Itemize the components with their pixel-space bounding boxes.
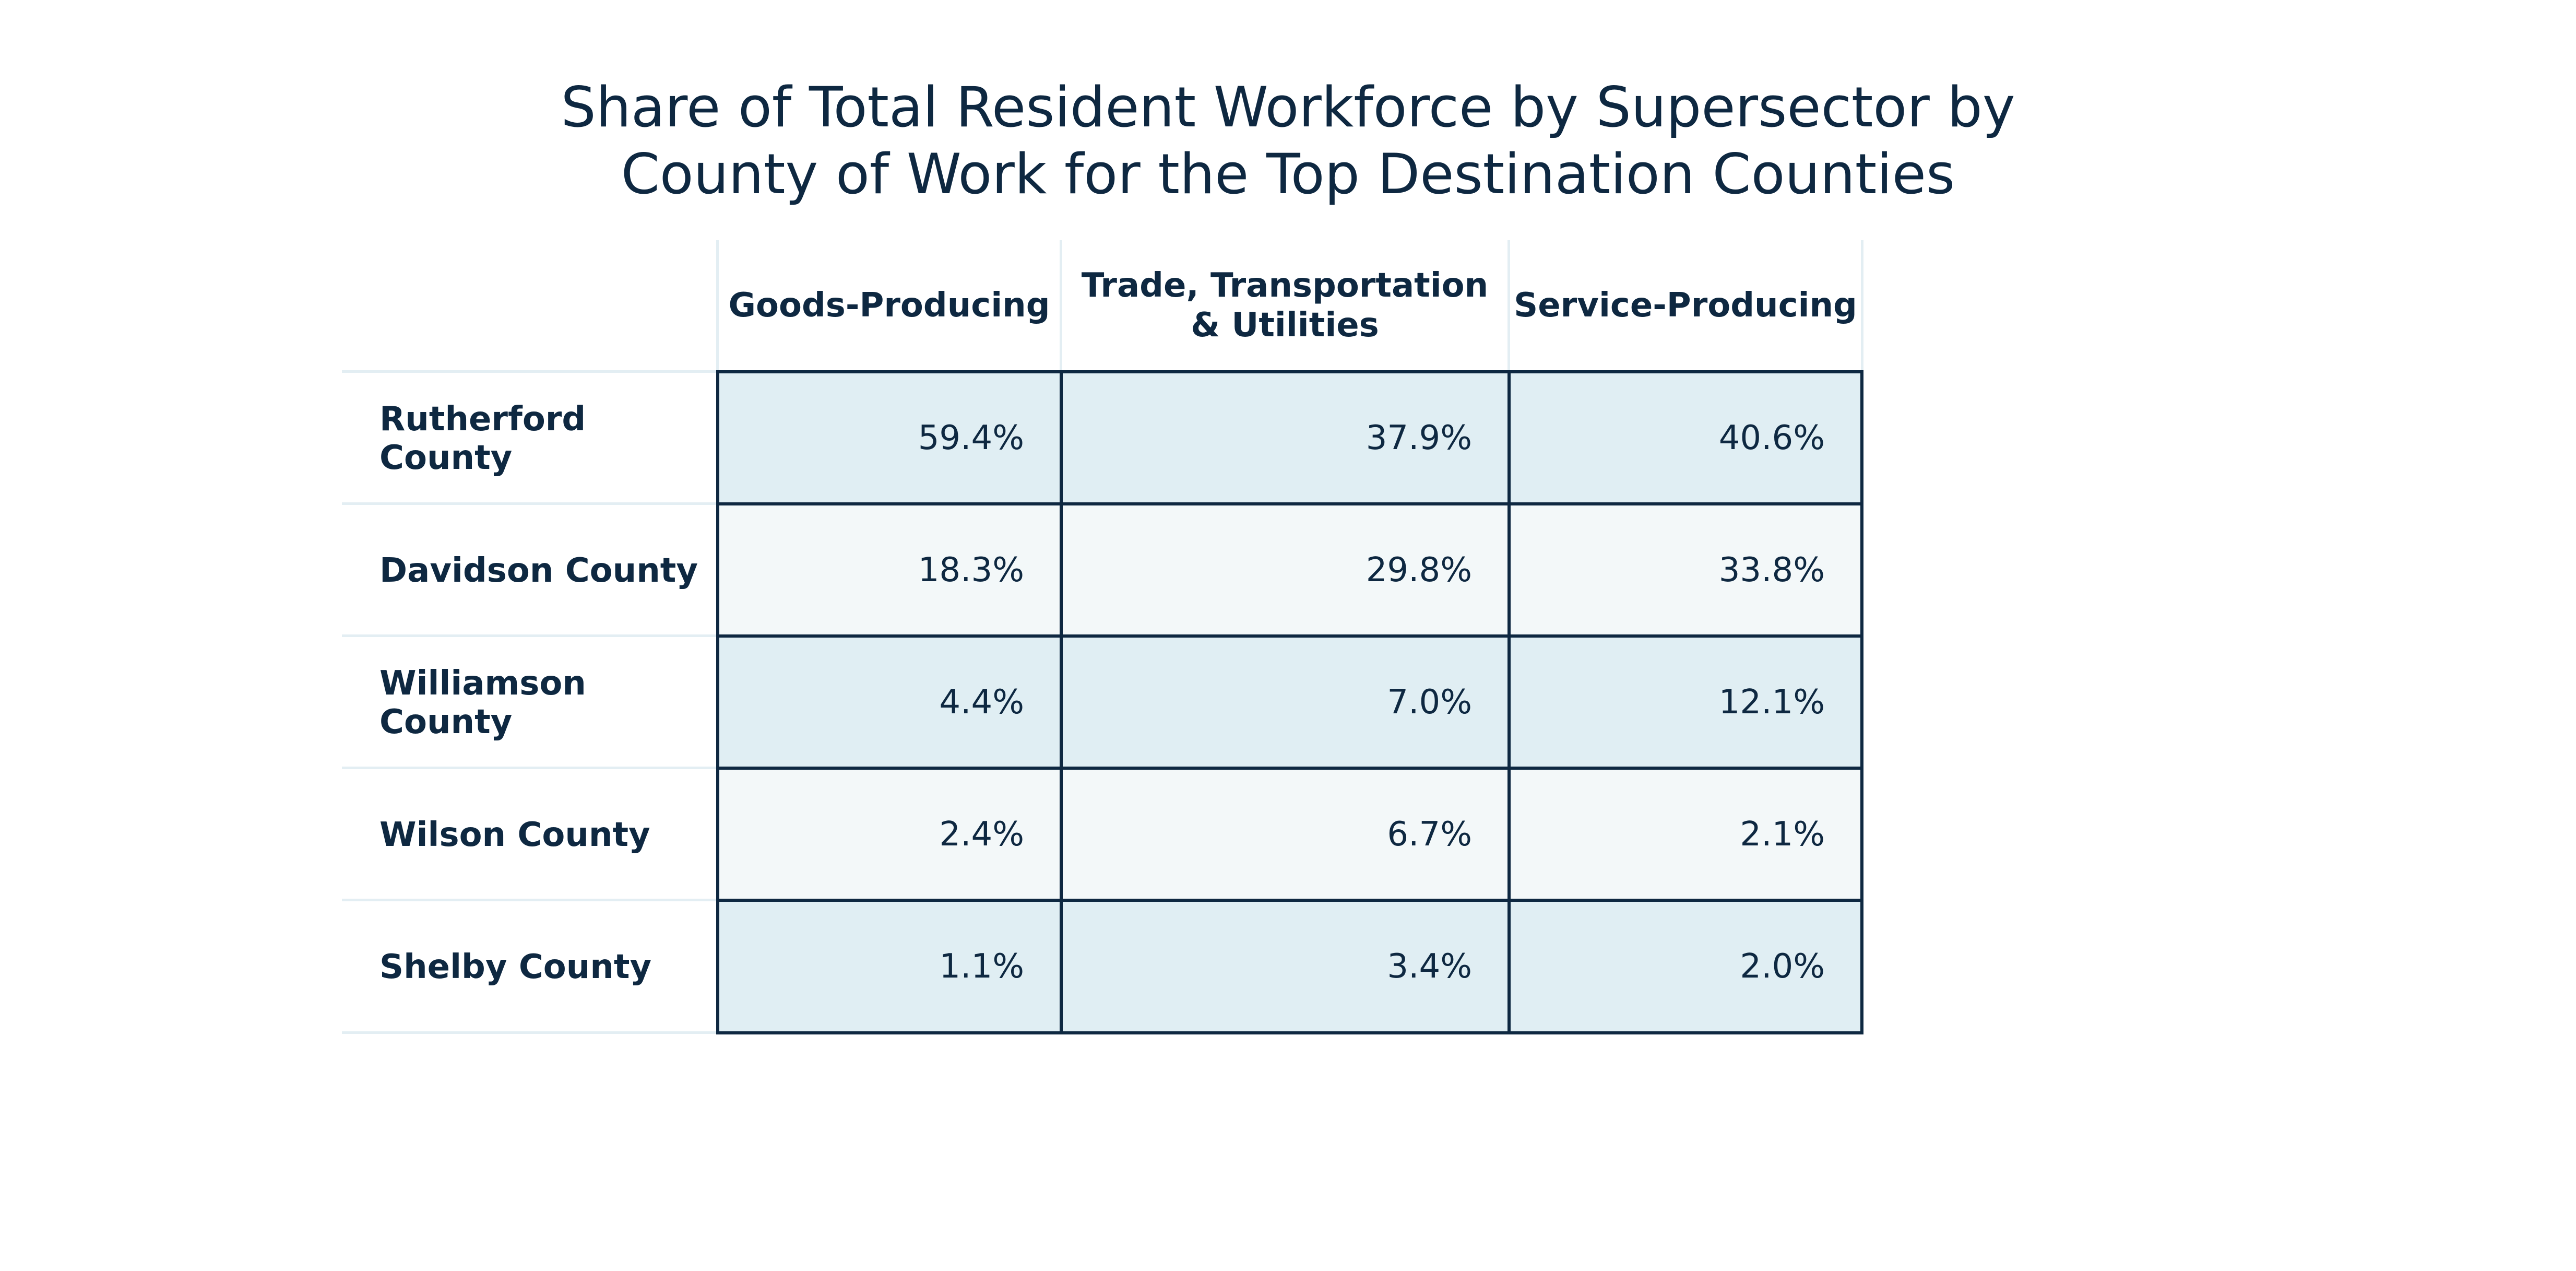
column-header-label: & Utilities: [1191, 306, 1379, 345]
data-cell: 2.1%: [1511, 770, 1860, 902]
data-cell: 18.3%: [719, 505, 1063, 638]
row-label-davidson-county: Davidson County: [379, 551, 698, 590]
row-separator: [342, 1031, 718, 1034]
row-label-shelby-county: Shelby County: [379, 947, 652, 986]
data-cell: 12.1%: [1511, 638, 1860, 770]
data-cell: 40.6%: [1511, 373, 1860, 505]
row-label-wilson-county: Wilson County: [379, 815, 650, 854]
chart-title: Share of Total Resident Workforce by Sup…: [0, 74, 2576, 208]
column-header-label: Trade, Transportation: [1081, 266, 1489, 305]
row-separator: [342, 899, 718, 901]
data-grid: 59.4% 37.9% 40.6% 18.3% 29.8% 33.8% 4.4%…: [716, 370, 1863, 1034]
column-header-label: Goods-Producing: [728, 286, 1050, 325]
data-cell: 29.8%: [1063, 505, 1511, 638]
row-separator: [342, 502, 718, 505]
row-label-rutherford-county: Rutherford County: [379, 399, 586, 477]
data-cell: 33.8%: [1511, 505, 1860, 638]
column-header-label: Service-Producing: [1514, 286, 1857, 325]
data-cell: 4.4%: [719, 638, 1063, 770]
header-separator: [716, 240, 719, 371]
column-header-goods-producing: Goods-Producing: [719, 240, 1060, 371]
row-separator: [342, 370, 718, 373]
chart-title-line-2: County of Work for the Top Destination C…: [621, 142, 1955, 206]
data-cell: 59.4%: [719, 373, 1063, 505]
header-separator: [1507, 240, 1510, 371]
header-separator: [1861, 240, 1863, 371]
row-label-williamson-county: Williamson County: [379, 664, 586, 742]
row-separator: [342, 634, 718, 637]
data-cell: 2.0%: [1511, 902, 1860, 1031]
row-separator: [342, 767, 718, 769]
column-header-service-producing: Service-Producing: [1510, 240, 1861, 371]
data-cell: 37.9%: [1063, 373, 1511, 505]
data-cell: 3.4%: [1063, 902, 1511, 1031]
data-cell: 1.1%: [719, 902, 1063, 1031]
chart-title-line-1: Share of Total Resident Workforce by Sup…: [561, 75, 2015, 139]
column-header-trade-transportation-utilities: Trade, Transportation & Utilities: [1062, 240, 1507, 371]
data-cell: 6.7%: [1063, 770, 1511, 902]
data-cell: 2.4%: [719, 770, 1063, 902]
header-separator: [1060, 240, 1062, 371]
data-cell: 7.0%: [1063, 638, 1511, 770]
